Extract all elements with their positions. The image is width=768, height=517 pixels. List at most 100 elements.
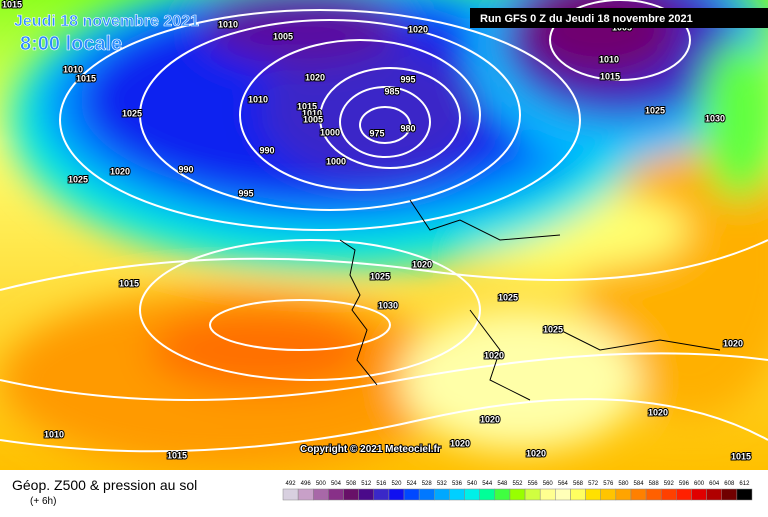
legend-swatch [721,488,738,501]
legend-label: 584 [634,481,645,487]
legend-label: 592 [664,481,675,487]
run-box [470,8,768,28]
legend-label: 544 [482,481,493,487]
legend-label: 596 [679,481,690,487]
isobar-label: 1020 [480,414,500,424]
legend-swatch [434,488,450,501]
isobar-label: 1010 [63,64,83,74]
isobar-label: 1010 [44,429,64,439]
legend-swatch [494,488,511,501]
isobar-label: 1015 [731,451,751,461]
isobar-label: 990 [259,145,274,155]
legend-label: 548 [497,481,508,487]
isobar-label: 1010 [599,54,619,64]
copyright: Copyright © 2021 Meteociel.fr [300,444,441,455]
isobar-label: 985 [384,86,399,96]
legend-swatch [373,488,390,501]
isobar-label: 1000 [326,156,346,166]
legend-swatch [343,488,359,501]
legend-swatch [570,488,586,501]
isobar-label: 1015 [600,71,620,81]
date-label: Jeudi 18 novembre 2021 [14,13,199,30]
isobar-label: 1010 [302,108,322,118]
legend-swatch [736,488,753,501]
legend-swatch [539,488,556,501]
legend-label: 588 [649,481,660,487]
run-label: Run GFS 0 Z du Jeudi 18 novembre 2021 [480,13,693,25]
isobar-label: 1020 [648,407,668,417]
isobar-label: 1010 [218,19,238,29]
legend-label: 504 [331,481,342,487]
isobar-label: 1025 [498,292,518,302]
isobar-label: 1025 [370,271,390,281]
legend-swatch [524,488,541,501]
color-legend: 492 496 500 504 508 512 516 520 524 528 532 536 540 5… [282,481,753,501]
footer-lead: (+ 6h) [30,496,56,507]
isobar-label: 1020 [408,24,428,34]
legend-label: 600 [694,481,705,487]
legend-label: 520 [391,481,402,487]
legend-label: 540 [467,481,478,487]
legend-label: 604 [709,481,720,487]
isobar-label: 1000 [320,127,340,137]
legend-label: 532 [437,481,448,487]
legend-label: 608 [724,481,735,487]
legend-swatch [660,488,677,501]
legend-swatch [297,488,314,501]
isobar-label: 1030 [378,300,398,310]
legend-label: 516 [376,481,387,487]
isobar-label: 1005 [303,114,323,124]
isobar-label: 1015 [76,73,96,83]
legend-label: 508 [346,481,357,487]
legend-swatch [313,488,329,501]
legend-label: 536 [452,481,463,487]
isobar-label: 1020 [526,448,546,458]
isobar-lines [0,0,768,451]
legend-label: 560 [543,481,554,487]
isobar-label: 1025 [68,174,88,184]
legend-label: 576 [603,481,614,487]
legend-label: 524 [407,481,418,487]
isobar-label: 1020 [450,438,470,448]
legend-label: 556 [528,481,539,487]
legend-label: 496 [301,481,312,487]
isobar-label: 1015 [2,0,22,9]
legend-label: 612 [739,481,750,487]
legend-swatch [479,488,496,501]
isobar-label: 1030 [705,113,725,123]
legend-swatch [328,488,344,501]
legend-swatch [691,488,707,501]
legend-swatch [282,488,299,501]
legend-label: 580 [618,481,629,487]
time-label: 8:00 locale [20,33,122,55]
map-field [0,0,768,470]
legend-label: 568 [573,481,584,487]
isobar-label: 1005 [273,31,293,41]
isobar-label: 990 [178,164,193,174]
legend-label: 492 [286,481,297,487]
isobar-label: 1020 [305,72,325,82]
legend-swatch [403,488,420,501]
isobar-label: 995 [238,188,253,198]
legend-swatch [645,488,662,501]
isobar-label: 1025 [122,108,142,118]
legend-label: 512 [361,481,372,487]
isobar-label: 1020 [412,259,432,269]
isobar-label: 1020 [110,166,130,176]
legend-swatch [630,488,647,501]
legend-swatch [615,488,632,501]
isobar-label: 1010 [248,94,268,104]
isobar-label: 1020 [723,338,743,348]
legend-label: 528 [422,481,433,487]
legend-swatch [585,488,601,501]
legend-label: 552 [512,481,523,487]
legend-swatch [449,488,465,501]
isobar-label: 1015 [167,450,187,460]
isobar-label: 1020 [484,350,504,360]
legend-swatch [418,488,435,501]
isobar-label: 1025 [645,105,665,115]
legend-label: 500 [316,481,327,487]
isobar-label: 995 [400,74,415,84]
